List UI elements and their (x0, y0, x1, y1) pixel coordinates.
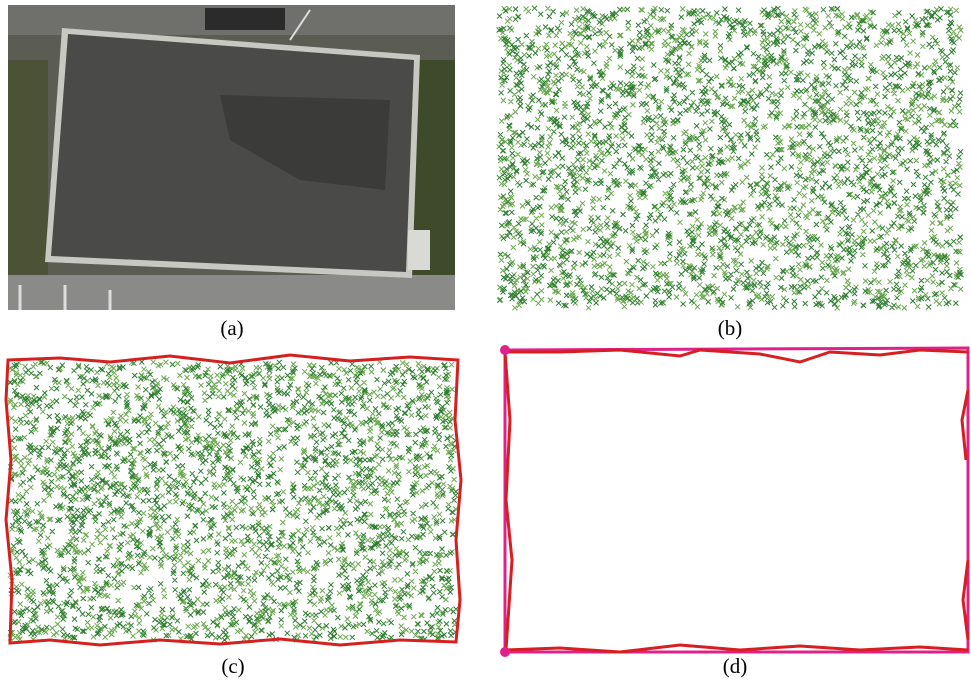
points (8, 360, 459, 643)
panel-label: (c) (221, 654, 244, 678)
point-cloud (497, 6, 964, 311)
aerial-photo (8, 5, 455, 310)
point-cloud (8, 360, 459, 643)
panel-label: (b) (718, 316, 743, 340)
outline-panel (500, 345, 968, 657)
panel-label: (a) (220, 316, 243, 340)
panel-label: (d) (723, 654, 748, 678)
figure: (a) (b) (c) (d) (0, 0, 971, 688)
points (497, 6, 964, 311)
